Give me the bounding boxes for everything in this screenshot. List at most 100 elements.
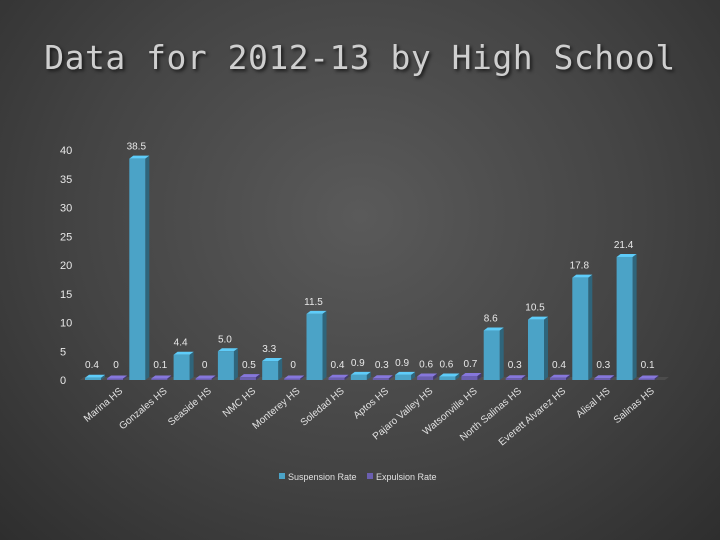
suspension-bar-top [395,371,416,375]
expulsion-bar-top [505,375,526,379]
suspension-data-label: 21.4 [614,240,634,251]
expulsion-bar-side [167,375,172,380]
suspension-bar-side [455,373,460,380]
expulsion-data-label: 0.7 [463,359,477,370]
expulsion-data-label: 0.4 [552,360,566,371]
category-label: Gonzales HS [117,386,169,433]
expulsion-bar [195,378,212,380]
category-label: Salinas HS [612,386,657,426]
suspension-bar [129,158,146,380]
y-tick-label: 15 [60,289,72,301]
expulsion-data-label: 0.3 [375,360,389,371]
suspension-data-label: 11.5 [304,297,323,308]
legend-swatch-suspension [279,473,285,479]
expulsion-bar-side [211,375,216,380]
y-tick-label: 0 [60,375,66,387]
expulsion-bar [550,377,566,380]
expulsion-data-label: 0.1 [641,360,655,371]
suspension-bar-top [528,316,548,320]
expulsion-bar [461,375,478,380]
suspension-data-label: 0.9 [395,358,409,369]
suspension-bar-top [483,327,504,331]
expulsion-bar [594,378,611,380]
expulsion-data-label: 0.1 [153,360,167,371]
suspension-data-label: 17.8 [570,261,590,272]
expulsion-data-label: 0.4 [331,360,345,371]
suspension-bar-top [262,358,283,362]
suspension-bar-side [411,371,416,380]
y-tick-label: 10 [60,318,72,330]
suspension-bar [262,361,279,380]
expulsion-bar-side [344,374,349,380]
suspension-bar [217,351,234,380]
expulsion-bar-side [123,375,127,380]
suspension-bar-top [572,274,593,278]
suspension-data-label: 38.5 [127,142,147,153]
suspension-bar [439,376,456,380]
suspension-bar-side [233,348,238,380]
suspension-data-label: 0.6 [439,360,453,371]
suspension-bar-side [588,274,593,380]
expulsion-bar-side [388,375,393,380]
expulsion-bar [151,378,168,380]
y-tick-label: 40 [60,145,72,157]
legend-label-expulsion: Expulsion Rate [376,472,437,482]
expulsion-bar-side [477,372,482,380]
category-label: NMC HS [221,386,259,420]
suspension-bar-top [173,351,194,355]
suspension-bar-top [616,253,637,257]
expulsion-data-label: 0 [113,360,119,371]
expulsion-bar-side [566,374,570,380]
suspension-bar-side [499,327,504,380]
legend-label-suspension: Suspension Rate [288,472,357,482]
y-tick-label: 5 [60,346,66,358]
expulsion-bar [239,377,256,380]
suspension-data-label: 10.5 [525,303,545,314]
expulsion-bar-top [417,373,438,377]
suspension-bar-side [322,310,327,380]
suspension-bar-top [129,155,150,159]
suspension-data-label: 3.3 [262,344,276,355]
suspension-bar-side [145,155,150,380]
legend-swatch-expulsion [367,473,373,479]
suspension-bar-side [632,253,637,380]
suspension-bar [173,354,190,380]
expulsion-bar-top [239,374,260,378]
suspension-data-label: 4.4 [174,338,188,349]
suspension-bar [85,377,101,380]
expulsion-bar-side [654,375,659,380]
expulsion-data-label: 0.3 [596,360,610,371]
category-label: Seaside HS [166,386,214,429]
slide-title: Data for 2012-13 by High School [44,38,676,77]
suspension-data-label: 8.6 [484,314,498,325]
expulsion-data-label: 0.5 [242,360,256,371]
suspension-bar-top [350,371,371,375]
suspension-bar-top [217,348,238,352]
category-label: Alisal HS [574,386,612,421]
suspension-bar-side [189,351,194,380]
expulsion-bar-side [433,373,438,380]
expulsion-bar-side [610,375,615,380]
expulsion-bar-top [284,375,305,379]
suspension-bar [572,277,589,380]
suspension-bar-top [306,310,327,314]
expulsion-bar-top [550,374,570,378]
suspension-bar-top [439,373,460,377]
suspension-bar [616,256,633,380]
expulsion-bar [284,378,301,380]
expulsion-bar-side [521,375,526,380]
expulsion-bar-top [107,375,127,379]
suspension-bar [528,319,544,380]
expulsion-bar-top [151,375,172,379]
suspension-bar-side [278,358,283,380]
suspension-bar [483,330,500,380]
suspension-bar [306,313,323,380]
suspension-bar-side [366,371,371,380]
expulsion-bar [107,378,123,380]
y-tick-label: 20 [60,260,72,272]
expulsion-bar-top [461,372,482,376]
expulsion-data-label: 0.3 [508,360,522,371]
suspension-data-label: 5.0 [218,334,232,345]
expulsion-bar-side [255,374,260,380]
